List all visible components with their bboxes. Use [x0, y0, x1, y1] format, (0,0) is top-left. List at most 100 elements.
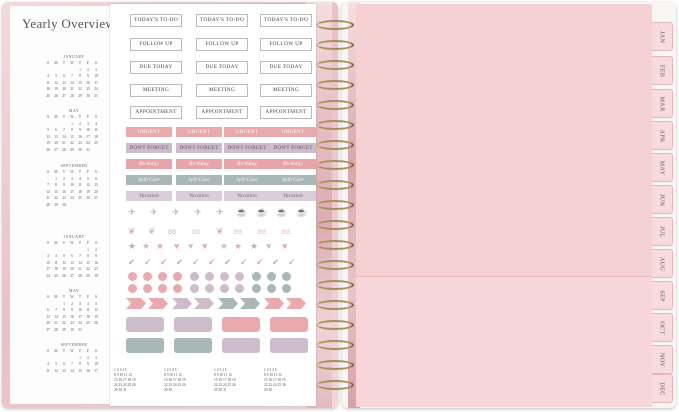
sticker-urgent: URGENT	[126, 127, 172, 137]
sticker-birthday: Birthday	[126, 159, 172, 169]
spiral-ring	[316, 120, 354, 130]
sticker-due-today: DUE TODAY	[260, 61, 312, 74]
folder-pocket-bottom	[356, 276, 652, 407]
tab-label: JAN	[658, 30, 666, 43]
checkmark-icon: ✔	[224, 257, 232, 267]
label-sticker	[222, 317, 260, 332]
sticker-appointment: APPOINTMENT	[196, 106, 248, 119]
tab-feb[interactable]: FEB	[652, 56, 673, 85]
dot-sticker	[235, 272, 244, 281]
spiral-ring	[316, 260, 354, 270]
spiral-ring	[316, 140, 354, 150]
tab-dec[interactable]: DEC	[652, 374, 673, 403]
tab-label: NOV	[658, 352, 666, 367]
mini-calendar-month: SEPTEMBER	[60, 342, 88, 347]
heart-icon: ♥	[282, 241, 288, 251]
mini-calendar-month: JANUARY	[63, 54, 85, 59]
spiral-ring	[316, 300, 354, 310]
butterfly-icon: ʚɞ	[282, 226, 290, 236]
dot-sticker	[128, 272, 137, 281]
tab-nov[interactable]: NOV	[652, 345, 673, 374]
spiral-ring	[316, 60, 354, 70]
mini-calendar-month: MAY	[68, 108, 80, 113]
label-sticker	[270, 317, 308, 332]
star-icon: ★	[128, 241, 137, 251]
tab-sep[interactable]: SEP	[652, 281, 673, 310]
tab-may[interactable]: MAY	[652, 153, 673, 182]
arrow-sticker	[194, 298, 214, 309]
spiral-ring	[316, 80, 354, 90]
spiral-ring	[316, 100, 354, 110]
sticker-meeting: MEETING	[260, 84, 312, 97]
label-sticker	[126, 317, 164, 332]
label-sticker	[126, 338, 164, 353]
dot-sticker	[267, 272, 276, 281]
checkmark-icon: ✔	[208, 257, 216, 267]
arrow-sticker	[218, 298, 238, 309]
dot-sticker	[205, 284, 214, 293]
tab-jul[interactable]: JUL	[652, 217, 673, 246]
checkmark-icon: ✔	[176, 257, 184, 267]
tab-jun[interactable]: JUN	[652, 185, 673, 214]
checkmark-icon: ✔	[240, 257, 248, 267]
sticker-self-care: Self-Care	[224, 175, 270, 185]
dot-sticker	[235, 284, 244, 293]
dot-sticker	[190, 272, 199, 281]
label-sticker	[270, 338, 308, 353]
folder-pocket-top	[356, 4, 652, 276]
checkmark-icon: ✔	[192, 257, 200, 267]
sticker-vacation: Vacation	[176, 191, 222, 201]
sticker-todays-todo: TODAY'S TO-DO	[260, 14, 312, 27]
tab-label: SEP	[658, 289, 666, 302]
airplane-icon: ✈	[216, 207, 224, 217]
dot-sticker	[158, 272, 167, 281]
butterfly-icon: ʚɞ	[234, 226, 242, 236]
tab-oct[interactable]: OCT	[652, 313, 673, 342]
tab-apr[interactable]: APR	[652, 121, 673, 150]
tab-label: JUL	[658, 225, 666, 238]
tab-mar[interactable]: MAR	[652, 89, 673, 118]
coffee-cup-icon: ☕	[276, 207, 288, 217]
sticker-self-care: Self-Care	[176, 175, 222, 185]
star-icon: ★	[156, 241, 165, 251]
dot-sticker	[173, 272, 182, 281]
tab-label: AUG	[658, 256, 666, 271]
label-sticker	[174, 338, 212, 353]
dot-sticker	[190, 284, 199, 293]
sticker-dont-forget: DON'T FORGET	[126, 143, 172, 153]
star-icon: ★	[142, 241, 151, 251]
heart-icon: ❦	[148, 226, 156, 236]
heart-icon: ♥	[266, 241, 272, 251]
spiral-ring	[316, 360, 354, 370]
sticker-urgent: URGENT	[224, 127, 270, 137]
butterfly-icon: ʚɞ	[192, 226, 200, 236]
airplane-icon: ✈	[128, 207, 136, 217]
tab-label: JUN	[658, 193, 666, 206]
sticker-follow-up: FOLLOW UP	[260, 38, 312, 51]
checkmark-icon: ✔	[160, 257, 168, 267]
tab-aug[interactable]: AUG	[652, 249, 673, 278]
dot-sticker	[282, 272, 291, 281]
tab-jan[interactable]: JAN	[652, 22, 673, 51]
spiral-ring	[316, 320, 354, 330]
arrow-sticker	[286, 298, 306, 309]
spiral-ring	[316, 180, 354, 190]
heart-icon: ❦	[216, 226, 224, 236]
butterfly-icon: ʚɞ	[168, 226, 176, 236]
sticker-todays-todo: TODAY'S TO-DO	[196, 14, 248, 27]
heart-icon: ♥	[188, 241, 194, 251]
sticker-birthday: Birthday	[224, 159, 270, 169]
star-icon: ★	[234, 241, 243, 251]
